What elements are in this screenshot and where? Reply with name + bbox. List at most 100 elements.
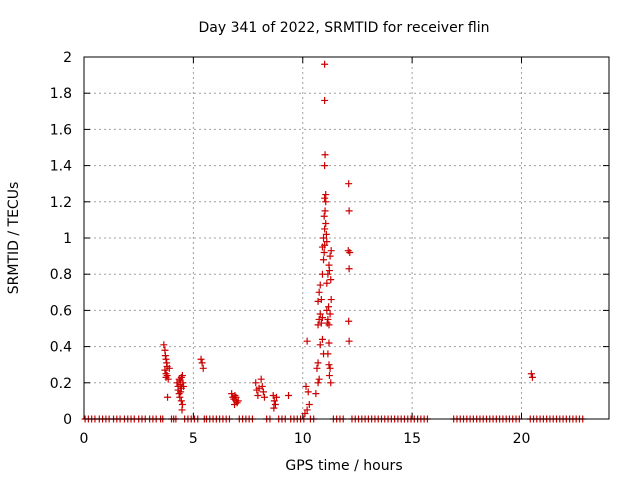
data-point: [165, 364, 173, 372]
data-point: [316, 341, 324, 349]
x-tick-label: 5: [189, 431, 198, 447]
data-point: [323, 279, 331, 287]
data-point: [178, 406, 186, 414]
data-point: [177, 388, 185, 396]
data-point: [528, 373, 536, 381]
data-point: [321, 162, 329, 170]
data-point: [323, 306, 331, 314]
data-point: [180, 382, 188, 390]
data-point: [327, 379, 335, 387]
data-point: [162, 373, 170, 381]
data-point: [345, 317, 353, 325]
data-point: [318, 243, 326, 251]
data-point: [252, 379, 260, 387]
data-point: [320, 256, 328, 264]
data-point: [326, 364, 334, 372]
data-point: [255, 384, 263, 392]
data-point: [321, 60, 329, 68]
data-point: [346, 248, 354, 256]
y-tick-label: 1: [63, 231, 72, 247]
y-tick-label: 0.4: [50, 340, 72, 356]
y-tick-label: 0.2: [50, 376, 72, 392]
data-point: [527, 370, 535, 378]
data-point: [325, 372, 333, 380]
data-point: [315, 375, 323, 383]
x-tick-label: 15: [403, 431, 421, 447]
x-tick-label: 20: [513, 431, 531, 447]
data-point: [316, 281, 324, 289]
data-point: [179, 379, 187, 387]
data-point: [315, 288, 323, 296]
data-point: [321, 225, 329, 233]
data-point: [232, 393, 240, 401]
data-point: [176, 393, 184, 401]
data-point: [321, 96, 329, 104]
y-tick-label: 1.6: [50, 122, 72, 138]
x-tick-label: 0: [80, 431, 89, 447]
data-point: [317, 319, 325, 327]
data-point: [314, 359, 322, 367]
data-point: [345, 265, 353, 273]
data-point: [326, 252, 334, 260]
data-point: [323, 319, 331, 327]
data-point: [322, 191, 330, 199]
data-point: [324, 350, 332, 358]
data-point: [285, 391, 293, 399]
data-point: [270, 397, 278, 405]
data-point: [324, 270, 332, 278]
data-point: [198, 359, 206, 367]
data-point: [161, 352, 169, 360]
x-tick-label: 10: [294, 431, 312, 447]
data-point: [269, 391, 277, 399]
data-point: [314, 297, 322, 305]
data-point: [259, 388, 267, 396]
data-point: [327, 247, 335, 255]
data-point: [324, 315, 332, 323]
data-point: [312, 390, 320, 398]
y-tick-label: 2: [63, 50, 72, 66]
data-point: [321, 207, 329, 215]
y-axis-label: SRMTID / TECUs: [6, 182, 22, 295]
data-point: [317, 296, 325, 304]
data-point: [316, 310, 324, 318]
tick-labels: 00.20.40.60.811.21.41.61.820 5 10 15 20: [50, 50, 531, 447]
data-point: [318, 335, 326, 343]
data-point: [305, 401, 313, 409]
data-point: [345, 207, 353, 215]
data-point: [344, 247, 352, 255]
data-point: [301, 410, 309, 418]
data-point: [322, 198, 330, 206]
y-tick-label: 0: [63, 412, 72, 428]
data-point: [302, 382, 310, 390]
data-point: [321, 151, 329, 159]
data-point: [160, 341, 168, 349]
x-axis-label: GPS time / hours: [285, 458, 402, 474]
data-point: [162, 355, 170, 363]
data-point: [345, 337, 353, 345]
chart-title: Day 341 of 2022, SRMTID for receiver fli…: [199, 20, 490, 36]
y-tick-label: 1.8: [50, 86, 72, 102]
data-point: [320, 234, 328, 242]
data-point: [325, 303, 333, 311]
data-point: [177, 397, 185, 405]
y-tick-label: 1.2: [50, 195, 72, 211]
data-point: [313, 364, 321, 372]
data-point: [325, 339, 333, 347]
data-point: [314, 379, 322, 387]
data-point: [234, 397, 242, 405]
y-tick-label: 0.8: [50, 267, 72, 283]
data-point: [327, 296, 335, 304]
data-point: [320, 248, 328, 256]
data-point: [254, 391, 262, 399]
data-point: [320, 212, 328, 220]
data-point: [325, 267, 333, 275]
data-point: [314, 321, 322, 329]
data-point: [164, 393, 172, 401]
data-point: [326, 310, 334, 318]
data-points: [81, 60, 587, 423]
data-point: [197, 355, 205, 363]
data-point: [161, 366, 169, 374]
data-point: [321, 194, 329, 202]
y-tick-label: 0.6: [50, 303, 72, 319]
